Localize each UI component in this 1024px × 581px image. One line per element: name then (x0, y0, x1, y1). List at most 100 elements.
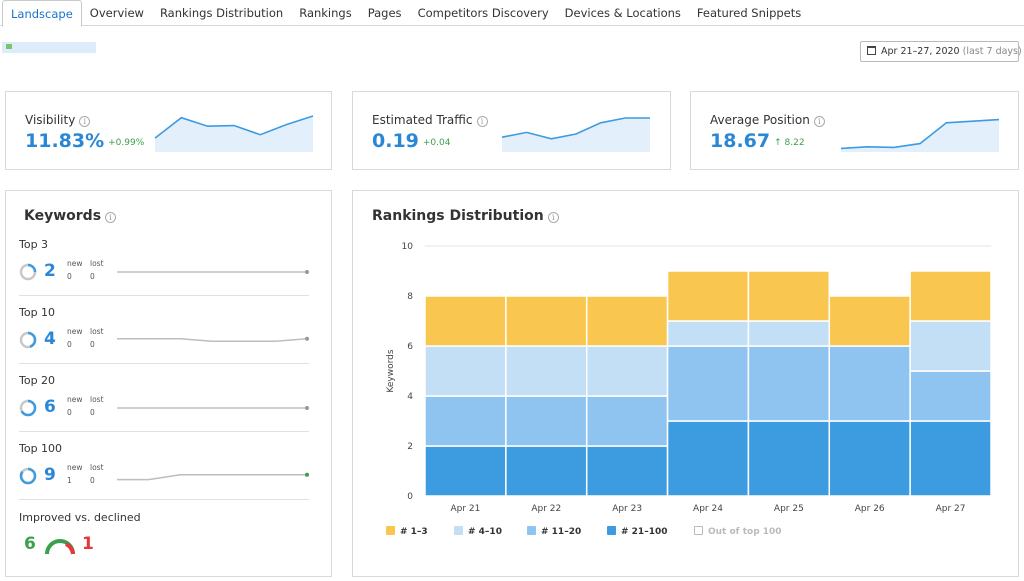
info-icon[interactable]: i (105, 212, 117, 223)
keyword-trend-line (117, 270, 309, 274)
keyword-group: Top 100 9 new lost 1 0 (19, 442, 309, 502)
sparkline-area (841, 119, 999, 152)
bar-segment (747, 270, 831, 322)
bar-segment (747, 420, 831, 497)
new-label: new (67, 327, 83, 336)
keywords-card (5, 190, 332, 577)
position-value: 18.67 ↑ 8.22 (710, 130, 805, 152)
sparkline-line (840, 118, 1000, 150)
tab-overview[interactable]: Overview (89, 6, 144, 20)
legend-item[interactable]: Out of top 100 (694, 526, 782, 537)
traffic-sparkline (501, 117, 650, 152)
checkbox-icon (694, 526, 703, 535)
keyword-ring-chart (19, 331, 37, 349)
keyword-group-title: Top 100 (19, 442, 63, 455)
legend-item[interactable]: # 4–10 (454, 526, 502, 537)
tab-competitors-discovery[interactable]: Competitors Discovery (417, 6, 549, 20)
info-icon[interactable]: i (547, 212, 559, 223)
checkbox-icon (527, 526, 536, 535)
info-icon[interactable]: i (476, 116, 488, 127)
bar-segment (505, 395, 588, 447)
x-tick-label: Apr 25 (774, 504, 804, 514)
tab-bar: Landscape Overview Rankings Distribution… (0, 0, 1024, 27)
divider (19, 431, 309, 432)
lost-label: lost (90, 395, 104, 404)
y-tick-label: 6 (407, 342, 413, 352)
bar-segment (909, 420, 992, 497)
visibility-label: Visibility i (25, 113, 91, 127)
bar-segment (828, 345, 911, 422)
lost-count: 0 (90, 340, 95, 349)
x-tick-label: Apr 23 (612, 504, 642, 514)
legend-label: # 21–100 (621, 527, 668, 537)
legend-label: # 11–20 (541, 527, 582, 537)
y-tick-label: 4 (407, 392, 413, 402)
checkbox-icon (454, 526, 463, 535)
bar-segment (424, 445, 507, 497)
lost-count: 0 (90, 476, 95, 485)
date-range-label: Apr 21–27, 2020 (881, 46, 960, 57)
new-label: new (67, 395, 83, 404)
bar-segment (585, 395, 669, 447)
visibility-delta: +0.99% (108, 138, 145, 148)
sparkline-line (154, 115, 314, 139)
new-count: 0 (67, 272, 72, 281)
info-icon[interactable]: i (813, 116, 825, 127)
bar-segment (666, 320, 750, 347)
info-icon[interactable]: i (79, 116, 91, 127)
date-range-button[interactable]: Apr 21–27, 2020 (last 7 days) (860, 41, 1022, 62)
keyword-trend-line (117, 472, 309, 481)
keyword-ring-chart (19, 399, 37, 417)
rankings-title: Rankings Distribution i (372, 208, 559, 224)
keyword-count: 2 (44, 261, 56, 281)
keyword-group: Top 20 6 new lost 0 0 (19, 374, 309, 434)
rankings-chart: 0 2 4 6 8 10 Keywords Apr 21 Apr 22 Apr 23 Apr 24 A… (386, 242, 992, 514)
keyword-ring-chart (19, 467, 37, 485)
tab-featured-snippets[interactable]: Featured Snippets (696, 6, 802, 20)
divider (19, 363, 309, 364)
lost-label: lost (90, 259, 104, 268)
new-count: 0 (67, 340, 72, 349)
x-tick-label: Apr 24 (693, 504, 723, 514)
new-label: new (67, 259, 83, 268)
lost-count: 0 (90, 272, 95, 281)
visibility-value: 11.83% +0.99% (25, 130, 145, 152)
x-tick-label: Apr 26 (855, 504, 885, 514)
bar-segment (666, 270, 750, 322)
bar-segment (666, 345, 750, 422)
legend-item[interactable]: # 11–20 (527, 526, 581, 537)
new-count: 1 (67, 476, 72, 485)
calendar-icon (867, 46, 876, 55)
y-axis-label: Keywords (386, 349, 396, 392)
improved-count: 6 (24, 534, 36, 554)
loading-indicator (6, 44, 12, 49)
tab-landscape[interactable]: Landscape (2, 0, 82, 27)
keyword-trend-line (117, 336, 309, 342)
bar-segment (505, 445, 588, 497)
keyword-group-title: Top 10 (19, 306, 56, 319)
sparkline-line (501, 117, 650, 140)
traffic-delta: +0.04 (422, 138, 451, 148)
tab-pages[interactable]: Pages (367, 6, 402, 20)
legend-item[interactable]: # 1–3 (386, 526, 428, 537)
bar-segment (585, 445, 669, 497)
visibility-sparkline (154, 115, 314, 152)
lost-label: lost (90, 463, 104, 472)
keyword-group: Top 10 4 new lost 0 0 (19, 306, 309, 366)
visibility-card: Visibility i 11.83% +0.99% (5, 91, 332, 170)
sparkline-area (502, 118, 650, 152)
legend-item[interactable]: # 21–100 (607, 526, 668, 537)
tab-rankings[interactable]: Rankings (299, 6, 352, 20)
bar-segment (666, 420, 750, 497)
keyword-trend-line (117, 406, 309, 410)
new-count: 0 (67, 408, 72, 417)
bar-segment (747, 320, 831, 347)
tab-rankings-distribution[interactable]: Rankings Distribution (159, 6, 284, 20)
tab-devices-locations[interactable]: Devices & Locations (564, 6, 681, 20)
keyword-ring-chart (19, 263, 37, 281)
x-tick-label: Apr 27 (936, 504, 966, 514)
keyword-count: 4 (44, 329, 56, 349)
bar-segment (505, 295, 588, 347)
keyword-count: 9 (44, 465, 56, 485)
bar-segment (747, 345, 831, 422)
